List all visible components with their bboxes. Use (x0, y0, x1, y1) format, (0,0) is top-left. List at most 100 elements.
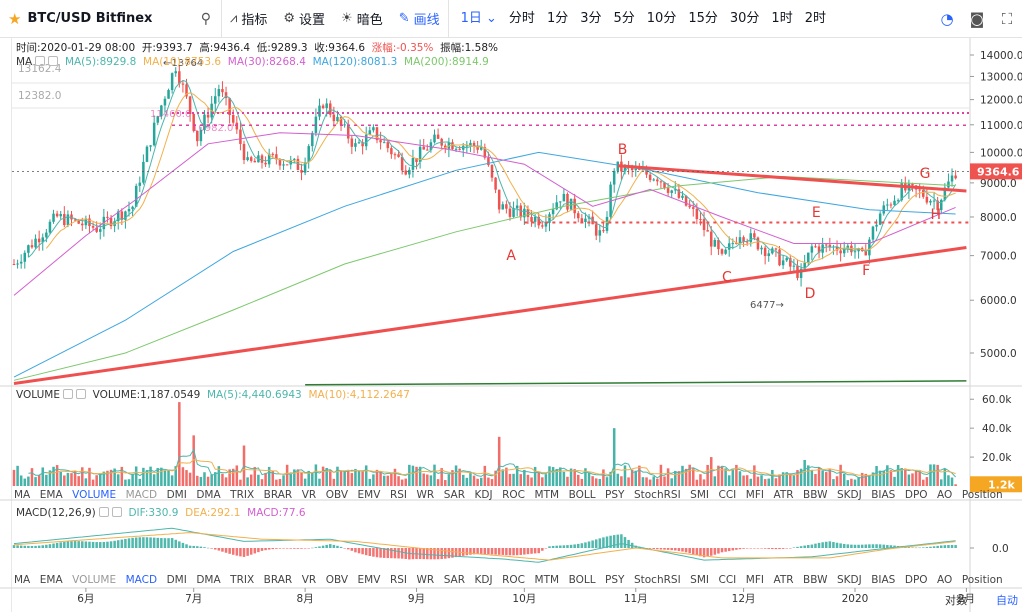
indicator-tab-smi[interactable]: SMI (690, 574, 709, 586)
indicator-tab-brar[interactable]: BRAR (263, 574, 293, 586)
indicator-tab-position[interactable]: Position (961, 489, 1003, 501)
indicator-tab-dmi[interactable]: DMI (166, 574, 187, 586)
search-icon[interactable]: ⚲ (200, 10, 211, 27)
macd-hist-bar (612, 535, 616, 548)
interval-9[interactable]: 2时 (804, 10, 826, 26)
camera-icon[interactable]: ◙ (969, 10, 985, 28)
auto-scale-toggle[interactable]: 自动 (996, 594, 1018, 607)
volume-bar (321, 466, 325, 486)
indicator-tab-cci[interactable]: CCI (718, 574, 737, 586)
indicator-tab-bias[interactable]: BIAS (871, 574, 896, 586)
indicator-tab-atr[interactable]: ATR (773, 574, 794, 586)
settings-button[interactable]: ⚙ 设置 (275, 0, 333, 38)
left-drawing-strip[interactable] (0, 38, 12, 612)
volume-legend-label: VOLUME (16, 389, 60, 401)
interval-4[interactable]: 5分 (613, 10, 635, 26)
indicator-tab-roc[interactable]: ROC (502, 574, 526, 586)
indicator-tab-mfi[interactable]: MFI (745, 489, 764, 501)
volume-bar (828, 469, 832, 486)
volume-bar (763, 479, 767, 486)
macd-close-icon[interactable] (111, 507, 122, 517)
indicator-tab-dma[interactable]: DMA (196, 574, 221, 586)
macd-settings-icon[interactable] (98, 507, 109, 517)
interval-0[interactable]: 1日 ⌄ (460, 10, 497, 26)
indicator-tab-bias[interactable]: BIAS (871, 489, 896, 501)
indicator-tab-vr[interactable]: VR (301, 574, 317, 586)
indicator-tab-ao[interactable]: AO (937, 574, 953, 586)
indicator-tab-emv[interactable]: EMV (357, 489, 381, 501)
ma-close-icon[interactable] (48, 56, 59, 66)
indicator-tab-obv[interactable]: OBV (325, 574, 349, 586)
indicator-tab-dmi[interactable]: DMI (166, 489, 187, 501)
indicator-tab-dpo[interactable]: DPO (904, 574, 928, 586)
indicator-tab-rsi[interactable]: RSI (389, 489, 407, 501)
indicator-tab-cci[interactable]: CCI (718, 489, 737, 501)
volume-bar (249, 474, 253, 486)
indicator-tab-stochrsi[interactable]: StochRSI (633, 574, 681, 586)
indicator-tab-brar[interactable]: BRAR (263, 489, 293, 501)
indicator-tab-macd[interactable]: MACD (125, 574, 158, 586)
interval-6[interactable]: 15分 (688, 10, 718, 26)
indicator-tab-rsi[interactable]: RSI (389, 574, 407, 586)
indicator-tab-ma[interactable]: MA (14, 489, 31, 501)
interval-8[interactable]: 1时 (771, 10, 793, 26)
interval-5[interactable]: 10分 (646, 10, 677, 26)
volume-bar (346, 469, 350, 486)
indicator-tab-macd[interactable]: MACD (125, 489, 158, 501)
indicator-tab-ema[interactable]: EMA (39, 574, 63, 586)
favorite-star-icon[interactable]: ★ (8, 9, 22, 28)
indicator-tab-skdj[interactable]: SKDJ (836, 489, 862, 501)
ma-settings-icon[interactable] (35, 56, 46, 66)
indicator-tab-trix[interactable]: TRIX (230, 574, 255, 586)
indicator-tab-stochrsi[interactable]: StochRSI (633, 489, 681, 501)
indicator-tab-mfi[interactable]: MFI (745, 574, 764, 586)
indicator-tab-sar[interactable]: SAR (443, 489, 466, 501)
indicator-tab-smi[interactable]: SMI (690, 489, 709, 501)
indicator-tab-boll[interactable]: BOLL (568, 574, 596, 586)
volume-bar (73, 470, 77, 486)
indicators-button[interactable]: ⩘ 指标 (222, 0, 275, 38)
indicator-tab-emv[interactable]: EMV (357, 574, 381, 586)
indicator-tab-skdj[interactable]: SKDJ (836, 574, 862, 586)
indicator-tab-ma[interactable]: MA (14, 574, 31, 586)
indicator-tab-obv[interactable]: OBV (325, 489, 349, 501)
macd-hist-bar (372, 548, 375, 557)
indicator-tab-ema[interactable]: EMA (39, 489, 63, 501)
indicator-tab-psy[interactable]: PSY (605, 489, 625, 501)
volume-close-icon[interactable] (75, 389, 86, 399)
interval-3[interactable]: 3分 (580, 10, 602, 26)
theme-button[interactable]: ☀ 暗色 (333, 0, 391, 38)
draw-button[interactable]: ✎ 画线 (391, 0, 448, 38)
indicator-tab-bbw[interactable]: BBW (803, 489, 828, 501)
indicator-tab-vr[interactable]: VR (301, 489, 317, 501)
interval-2[interactable]: 1分 (546, 10, 569, 26)
indicator-tab-dpo[interactable]: DPO (904, 489, 928, 501)
indicator-tab-boll[interactable]: BOLL (568, 489, 596, 501)
indicator-tab-bbw[interactable]: BBW (803, 574, 828, 586)
indicator-tab-volume[interactable]: VOLUME (72, 489, 117, 501)
volume-bar (914, 470, 918, 486)
indicator-tab-psy[interactable]: PSY (605, 574, 625, 586)
indicator-tab-kdj[interactable]: KDJ (474, 489, 493, 501)
indicator-tab-kdj[interactable]: KDJ (474, 574, 493, 586)
volume-settings-icon[interactable] (62, 389, 73, 399)
interval-7[interactable]: 30分 (729, 10, 760, 26)
log-scale-toggle[interactable]: 对数 (945, 594, 967, 607)
indicator-tab-position[interactable]: Position (961, 574, 1003, 586)
indicator-tab-trix[interactable]: TRIX (230, 489, 255, 501)
indicator-tab-wr[interactable]: WR (416, 489, 435, 501)
symbol-box[interactable]: ★ BTC/USD Bitfinex ⚲ (0, 0, 222, 38)
indicator-tab-ao[interactable]: AO (937, 489, 953, 501)
macd-hist-bar (519, 548, 523, 555)
fullscreen-icon[interactable]: ⛶ (1001, 10, 1013, 28)
indicator-tab-dma[interactable]: DMA (196, 489, 221, 501)
indicator-tab-sar[interactable]: SAR (443, 574, 466, 586)
indicator-tab-wr[interactable]: WR (416, 574, 435, 586)
indicator-tab-atr[interactable]: ATR (773, 489, 794, 501)
indicator-tab-mtm[interactable]: MTM (534, 489, 560, 501)
indicator-tab-volume[interactable]: VOLUME (72, 574, 117, 586)
indicator-tab-roc[interactable]: ROC (502, 489, 526, 501)
indicator-tab-mtm[interactable]: MTM (534, 574, 560, 586)
interval-1[interactable]: 分时 (508, 10, 535, 26)
